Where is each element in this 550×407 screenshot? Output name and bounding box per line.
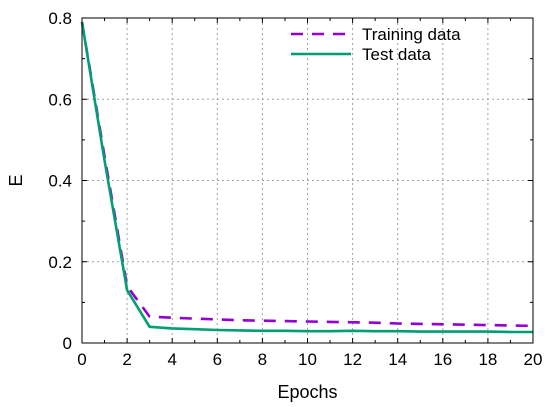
y-axis-label: E (6, 174, 26, 186)
x-tick-label: 6 (213, 350, 222, 369)
x-tick-label: 14 (388, 350, 407, 369)
y-tick-label: 0.4 (48, 172, 72, 191)
legend-label: Test data (362, 45, 432, 64)
y-tick-label: 0 (63, 334, 72, 353)
x-tick-label: 16 (433, 350, 452, 369)
ticks: 0 2 4 6 8 10 12 14 16 18 20 0 0.2 0.4 0.6 0.8 (48, 9, 542, 369)
x-tick-label: 20 (524, 350, 543, 369)
x-tick-label: 10 (298, 350, 317, 369)
series-training-data (80, 21, 534, 328)
y-tick-label: 0.8 (48, 9, 72, 28)
x-tick-label: 4 (167, 350, 176, 369)
x-tick-label: 18 (478, 350, 497, 369)
x-tick-label: 0 (77, 350, 86, 369)
x-axis-label: Epochs (277, 382, 337, 402)
x-tick-label: 2 (122, 350, 131, 369)
series-layer (80, 21, 534, 334)
x-tick-label: 8 (258, 350, 267, 369)
y-tick-label: 0.6 (48, 90, 72, 109)
series-test-data (80, 21, 533, 334)
x-tick-label: 12 (343, 350, 362, 369)
legend-label: Training data (362, 25, 461, 44)
grid (82, 18, 533, 343)
y-tick-label: 0.2 (48, 253, 72, 272)
